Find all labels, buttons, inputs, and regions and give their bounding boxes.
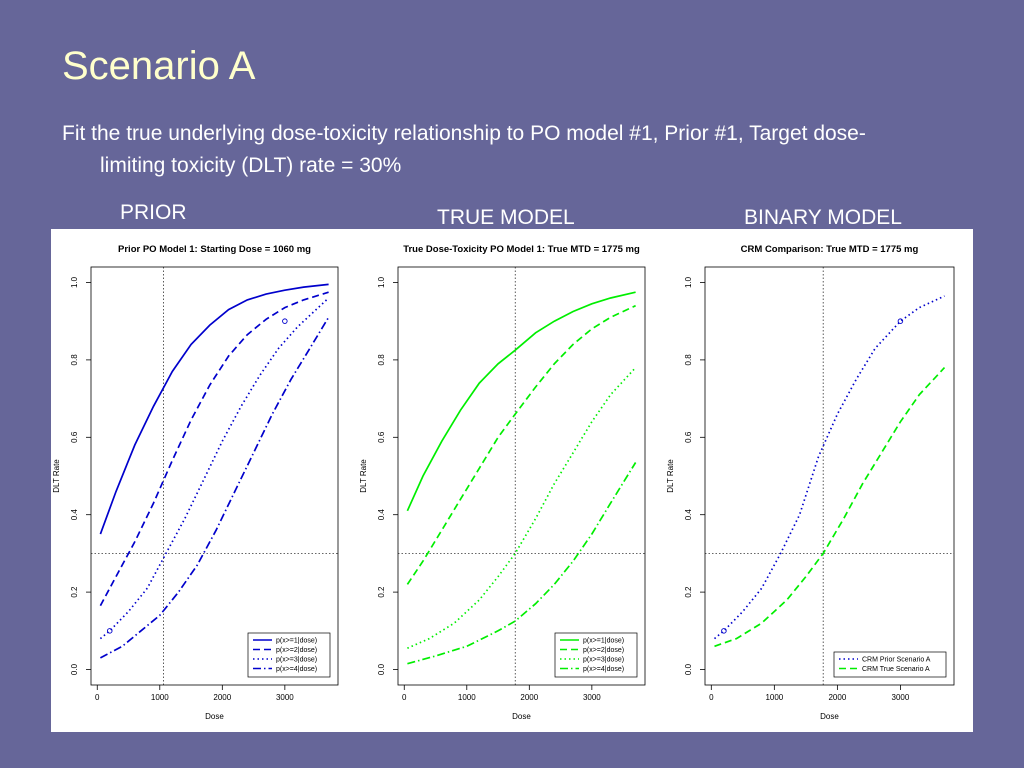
legend-label: p(x>=1|dose) — [276, 638, 317, 645]
y-tick-label: 0.8 — [70, 354, 79, 366]
y-tick-label: 1.0 — [684, 276, 693, 288]
y-tick-label: 0.6 — [70, 431, 79, 443]
chart-legend: p(x>=1|dose) p(x>=2|dose) p(x>=3|dose) p(x>… — [554, 632, 638, 678]
panel-label-binary-model: BINARY MODEL — [744, 206, 902, 229]
legend-label: CRM Prior Scenario A — [862, 657, 931, 664]
charts-svg: Prior PO Model 1: Starting Dose = 1060 m… — [52, 244, 955, 721]
panel-label-prior: PRIOR — [120, 201, 187, 224]
chart-panel-1: Prior PO Model 1: Starting Dose = 1060 m… — [52, 244, 339, 721]
chart-legend: CRM Prior Scenario A CRM True Scenario A — [833, 651, 947, 678]
x-tick-label: 0 — [709, 693, 714, 702]
y-axis-label: DLT Rate — [666, 459, 675, 493]
legend-label: p(x>=2|dose) — [583, 647, 624, 654]
y-tick-label: 0.4 — [70, 509, 79, 521]
plot-frame — [90, 266, 339, 686]
chart-legend: p(x>=1|dose) p(x>=2|dose) p(x>=3|dose) p(x>… — [247, 632, 331, 678]
y-tick-label: 0.8 — [377, 354, 386, 366]
x-tick-label: 1000 — [151, 693, 169, 702]
series-line-4 — [407, 462, 637, 665]
y-tick-label: 0.2 — [70, 586, 79, 598]
chart-title: True Dose-Toxicity PO Model 1: True MTD … — [403, 244, 640, 255]
data-point-marker — [897, 318, 904, 324]
chart-figure: Prior PO Model 1: Starting Dose = 1060 m… — [51, 229, 973, 732]
slide-title: Scenario A — [62, 44, 256, 88]
x-tick-label: 3000 — [276, 693, 294, 702]
legend-label: p(x>=4|dose) — [276, 666, 317, 673]
y-tick-label: 0.4 — [684, 509, 693, 521]
chart-title: Prior PO Model 1: Starting Dose = 1060 m… — [118, 244, 311, 255]
y-tick-label: 0.8 — [684, 354, 693, 366]
x-tick-label: 3000 — [892, 693, 910, 702]
x-tick-label: 1000 — [765, 693, 783, 702]
series-line-1 — [99, 283, 329, 535]
series-line-2 — [714, 367, 946, 648]
chart-panel-3: CRM Comparison: True MTD = 1775 mg 0 1000 2… — [666, 244, 955, 721]
data-point-marker — [282, 318, 288, 324]
y-tick-label: 1.0 — [70, 276, 79, 288]
series-line-3 — [407, 367, 637, 649]
panel-label-true-model: TRUE MODEL — [437, 206, 575, 229]
x-axis-label: Dose — [205, 712, 224, 721]
y-tick-label: 0.6 — [684, 431, 693, 443]
x-tick-label: 2000 — [213, 693, 231, 702]
legend-label: p(x>=3|dose) — [276, 657, 317, 664]
x-axis-label: Dose — [512, 712, 531, 721]
x-tick-label: 1000 — [458, 693, 476, 702]
x-tick-label: 0 — [95, 693, 100, 702]
legend-label: p(x>=3|dose) — [583, 657, 624, 664]
legend-box — [247, 632, 331, 678]
y-axis-label: DLT Rate — [359, 459, 368, 493]
data-point-marker — [107, 628, 113, 634]
x-tick-label: 2000 — [828, 693, 846, 702]
series-line-2 — [99, 291, 329, 607]
y-tick-label: 0.0 — [70, 663, 79, 675]
y-tick-label: 0.2 — [377, 586, 386, 598]
y-axis-label: DLT Rate — [52, 459, 61, 493]
x-tick-label: 0 — [402, 693, 407, 702]
legend-label: p(x>=2|dose) — [276, 647, 317, 654]
series-line-2 — [406, 304, 636, 585]
series-line-1 — [713, 295, 945, 640]
plot-frame — [704, 266, 955, 686]
data-point-marker — [721, 628, 727, 634]
y-tick-label: 0.0 — [684, 663, 693, 675]
y-tick-label: 1.0 — [377, 276, 386, 288]
y-tick-label: 0.6 — [377, 431, 386, 443]
chart-title: CRM Comparison: True MTD = 1775 mg — [741, 244, 919, 255]
plot-frame — [397, 266, 646, 686]
x-axis-label: Dose — [820, 712, 839, 721]
y-tick-label: 0.0 — [377, 663, 386, 675]
chart-panel-2: True Dose-Toxicity PO Model 1: True MTD … — [359, 244, 646, 721]
legend-label: p(x>=4|dose) — [583, 666, 624, 673]
y-tick-label: 0.4 — [377, 509, 386, 521]
y-tick-label: 0.2 — [684, 586, 693, 598]
series-line-1 — [406, 291, 636, 512]
slide-subtitle: Fit the true underlying dose-toxicity re… — [62, 122, 866, 177]
series-line-3 — [99, 297, 330, 640]
x-tick-label: 3000 — [583, 693, 601, 702]
legend-label: p(x>=1|dose) — [583, 638, 624, 645]
legend-box — [833, 651, 947, 678]
legend-label: CRM True Scenario A — [862, 666, 930, 673]
series-line-4 — [100, 316, 330, 659]
x-tick-label: 2000 — [520, 693, 538, 702]
